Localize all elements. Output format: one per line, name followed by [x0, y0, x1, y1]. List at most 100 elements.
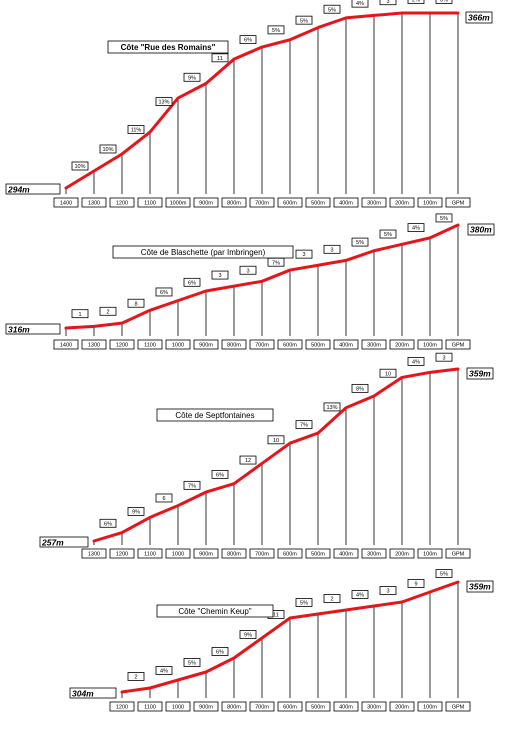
- gradient-label: 8%: [356, 386, 364, 392]
- x-tick-label: GPM: [452, 201, 465, 207]
- elevation-point: [205, 290, 207, 292]
- x-tick-label: 1200: [116, 201, 128, 207]
- elevation-point: [177, 504, 179, 507]
- tick-box: [109, 548, 135, 559]
- gradient-label: 10: [273, 438, 279, 444]
- gradient-label: 2%: [412, 0, 420, 4]
- elevation-point: [345, 16, 347, 19]
- gradient-box: [127, 125, 145, 134]
- elevation-point: [121, 322, 123, 325]
- gradient-label: 4%: [160, 669, 168, 675]
- elevation-point: [205, 491, 207, 493]
- elevation-point: [429, 236, 431, 239]
- end-altitude-box: [467, 223, 495, 236]
- gradient-box: [351, 0, 369, 8]
- tick-box: [417, 339, 443, 350]
- gradient-label: 6%: [104, 521, 112, 527]
- gradient-label: 3: [330, 247, 333, 253]
- gradient-box: [127, 507, 145, 516]
- x-tick-label: 700m: [255, 552, 269, 558]
- end-altitude-box: [465, 11, 493, 24]
- elevation-point: [429, 591, 431, 593]
- x-tick-label: 900m: [199, 343, 213, 349]
- tick-box: [333, 339, 359, 350]
- elevation-point: [373, 395, 375, 397]
- tick-box: [109, 339, 135, 350]
- tick-box: [361, 197, 387, 208]
- elevation-point: [177, 299, 179, 302]
- x-tick-label: 500m: [311, 201, 325, 207]
- gradient-label: 9%: [132, 510, 140, 516]
- tick-box: [445, 701, 471, 712]
- gradient-label: 5%: [272, 28, 280, 34]
- gradient-box: [239, 455, 257, 465]
- end-altitude-label: 359m: [469, 582, 491, 592]
- chart-title: Côte "Rue des Romains": [121, 43, 216, 52]
- tick-box: [81, 339, 107, 350]
- x-tick-label: 1100: [144, 552, 156, 558]
- gradient-label: 5%: [356, 240, 364, 246]
- x-tick-label: 1400: [60, 343, 72, 349]
- gradient-label: 5%: [384, 232, 392, 238]
- gradient-box: [435, 213, 453, 223]
- elevation-point: [233, 285, 235, 288]
- elevation-point: [93, 540, 95, 542]
- gradient-label: 5%: [300, 18, 308, 24]
- tick-box: [417, 197, 443, 208]
- gradient-label: 1: [78, 312, 81, 318]
- x-tick-label: 500m: [311, 343, 325, 349]
- x-tick-label: 500m: [311, 705, 325, 711]
- gradient-label: 5%: [188, 661, 196, 667]
- gradient-label: 6%: [216, 472, 224, 478]
- elevation-point: [401, 601, 403, 603]
- gradient-box: [407, 579, 425, 588]
- gradient-box: [211, 270, 229, 280]
- tick-box: [389, 548, 415, 559]
- x-tick-label: 400m: [339, 201, 353, 207]
- x-tick-label: 900m: [199, 705, 213, 711]
- end-altitude-label: 359m: [469, 369, 491, 379]
- chart-title-box: [112, 245, 294, 259]
- elevation-point: [345, 406, 347, 409]
- gradient-box: [71, 161, 89, 171]
- tick-box: [193, 197, 219, 208]
- end-altitude-box: [466, 580, 494, 593]
- x-tick-label: GPM: [452, 343, 465, 349]
- gradient-box: [407, 223, 425, 232]
- gradient-box: [211, 647, 229, 656]
- x-tick-label: 100m: [423, 343, 437, 349]
- elevation-point: [317, 613, 319, 615]
- tick-box: [361, 339, 387, 350]
- gradient-label: 6%: [160, 290, 168, 296]
- gradient-box: [295, 249, 313, 259]
- elevation-point: [289, 38, 291, 41]
- elevation-point: [65, 187, 67, 189]
- tick-box: [221, 548, 247, 559]
- elevation-point: [177, 97, 179, 99]
- elevation-point: [261, 46, 263, 48]
- start-altitude-label: 294m: [7, 185, 30, 195]
- elevation-point: [373, 14, 375, 17]
- x-tick-label: GPM: [452, 705, 465, 711]
- gradient-label: 4%: [412, 226, 420, 232]
- tick-box: [193, 548, 219, 559]
- gradient-box: [295, 420, 313, 430]
- tick-box: [445, 339, 471, 350]
- x-tick-label: 1000: [172, 552, 184, 558]
- tick-box: [109, 197, 135, 208]
- elevation-point: [177, 679, 179, 681]
- gradient-box: [183, 72, 201, 82]
- elevation-point: [457, 368, 459, 370]
- tick-box: [137, 548, 163, 559]
- gradient-label: 3: [218, 273, 221, 279]
- gradient-label: 3: [386, 0, 389, 5]
- gradient-box: [239, 265, 257, 275]
- tick-box: [137, 339, 163, 350]
- climb-panel: 1200 1100 1000 900m 800m 700m 600m 500m 400m 300m…: [69, 569, 494, 712]
- tick-box: [277, 339, 303, 350]
- tick-box: [417, 548, 443, 559]
- tick-box: [249, 548, 275, 559]
- x-tick-label: 100m: [423, 552, 437, 558]
- x-tick-label: 1000: [172, 705, 184, 711]
